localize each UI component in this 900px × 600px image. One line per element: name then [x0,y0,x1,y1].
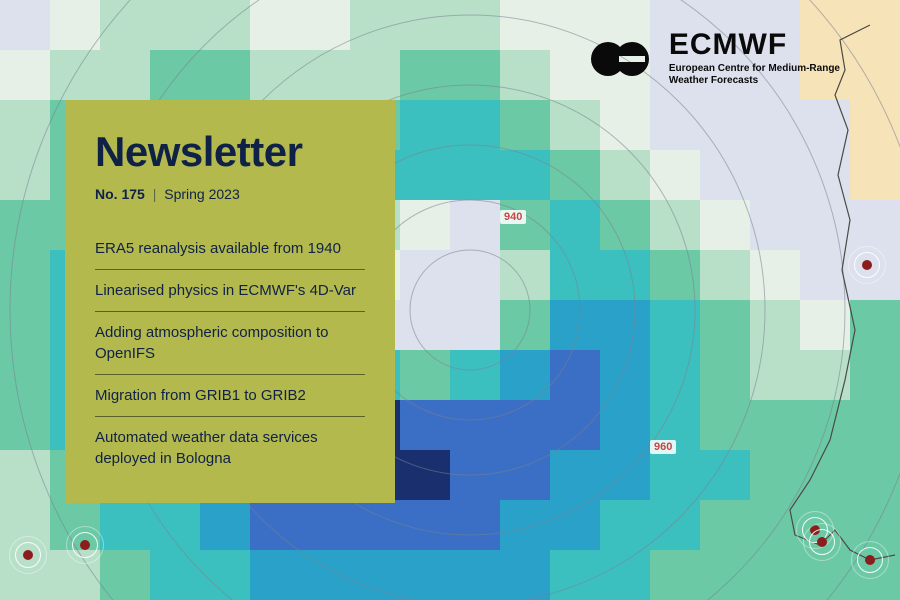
station-marker [862,260,872,270]
station-marker [80,540,90,550]
toc-list: ERA5 reanalysis available from 1940Linea… [95,228,365,479]
ecmwf-logo-icon [589,40,659,78]
toc-item: Adding atmospheric composition to OpenIF… [95,312,365,375]
station-marker [817,537,827,547]
toc-item: Migration from GRIB1 to GRIB2 [95,375,365,417]
toc-item: Linearised physics in ECMWF's 4D-Var [95,270,365,312]
toc-item: Automated weather data services deployed… [95,417,365,479]
ecmwf-logo: ECMWF European Centre for Medium-RangeWe… [589,30,840,87]
logo-subtitle: European Centre for Medium-RangeWeather … [669,63,840,87]
toc-item: ERA5 reanalysis available from 1940 [95,228,365,270]
issue-line: No. 175 | Spring 2023 [95,186,365,202]
newsletter-panel: Newsletter No. 175 | Spring 2023 ERA5 re… [65,100,395,503]
station-marker [23,550,33,560]
station-marker [865,555,875,565]
issue-date: Spring 2023 [164,186,240,202]
newsletter-title: Newsletter [95,128,365,176]
issue-number: No. 175 [95,186,145,202]
logo-text: ECMWF [669,30,840,60]
